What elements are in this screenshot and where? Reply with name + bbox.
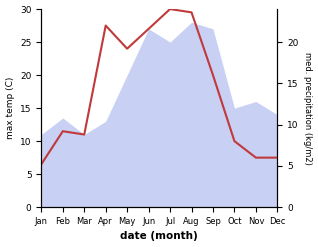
Y-axis label: med. precipitation (kg/m2): med. precipitation (kg/m2) [303,52,313,165]
Y-axis label: max temp (C): max temp (C) [5,77,15,139]
X-axis label: date (month): date (month) [121,231,198,242]
